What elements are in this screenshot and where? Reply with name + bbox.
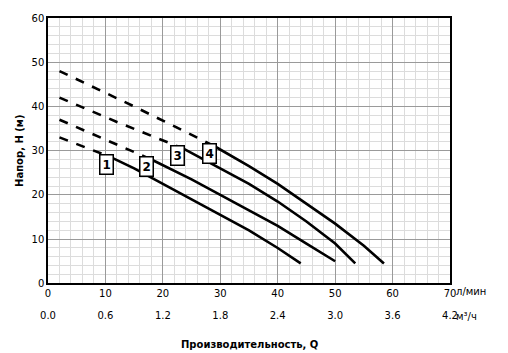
- svg-text:Производительность, Q: Производительность, Q: [181, 339, 318, 350]
- svg-text:40: 40: [271, 288, 284, 299]
- svg-text:3.6: 3.6: [385, 310, 401, 321]
- svg-text:2: 2: [143, 160, 151, 174]
- svg-text:л/мин: л/мин: [456, 286, 486, 297]
- svg-text:10: 10: [99, 288, 112, 299]
- svg-text:Напор, H (м): Напор, H (м): [14, 114, 25, 187]
- svg-text:1.8: 1.8: [212, 310, 228, 321]
- svg-text:60: 60: [32, 13, 45, 24]
- svg-text:0.6: 0.6: [97, 310, 113, 321]
- svg-text:30: 30: [32, 145, 45, 156]
- svg-text:2.4: 2.4: [270, 310, 286, 321]
- svg-text:60: 60: [386, 288, 399, 299]
- svg-text:3: 3: [174, 149, 182, 163]
- svg-text:м³/ч: м³/ч: [456, 311, 477, 322]
- svg-text:20: 20: [156, 288, 169, 299]
- svg-text:0.0: 0.0: [40, 310, 56, 321]
- svg-text:0: 0: [38, 278, 44, 289]
- svg-text:4: 4: [206, 147, 214, 161]
- svg-text:3.0: 3.0: [327, 310, 343, 321]
- svg-text:50: 50: [329, 288, 342, 299]
- svg-text:20: 20: [32, 189, 45, 200]
- svg-text:0: 0: [45, 288, 51, 299]
- svg-text:30: 30: [214, 288, 227, 299]
- svg-text:10: 10: [32, 234, 45, 245]
- svg-text:4.2: 4.2: [442, 310, 458, 321]
- svg-text:1: 1: [103, 158, 111, 172]
- svg-text:1.2: 1.2: [155, 310, 171, 321]
- svg-text:40: 40: [32, 101, 45, 112]
- svg-text:50: 50: [32, 57, 45, 68]
- svg-text:70: 70: [444, 288, 457, 299]
